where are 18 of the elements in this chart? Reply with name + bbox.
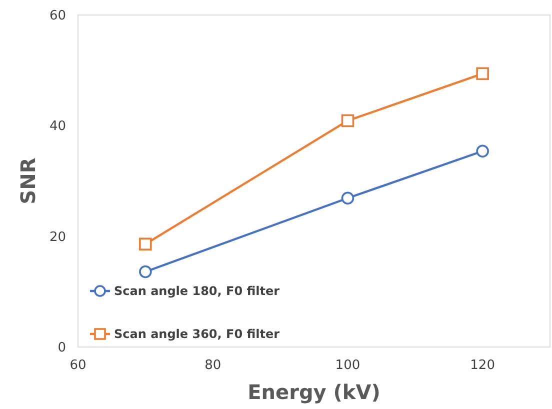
point <box>476 144 489 158</box>
x-tick-label: 80 <box>204 358 222 373</box>
point <box>341 192 354 205</box>
y-tick-label: 60 <box>49 8 66 24</box>
legend-label: Scan angle 180, F0 filter <box>114 284 280 298</box>
point <box>139 265 152 278</box>
y-tick-label: 40 <box>49 119 66 134</box>
y-tick-label: 0 <box>58 340 66 356</box>
x-tick-label: 100 <box>335 358 360 373</box>
legend-label: Scan angle 360, F0 filter <box>114 327 280 342</box>
y-axis-title: SNR <box>16 158 40 204</box>
point <box>476 67 489 80</box>
x-tick-label: 60 <box>70 358 86 373</box>
y-tick-label: 20 <box>49 230 66 245</box>
x-axis-title: Energy (kV) <box>248 380 380 404</box>
x-tick-label: 120 <box>470 358 495 373</box>
point <box>139 238 152 250</box>
point <box>341 114 354 128</box>
